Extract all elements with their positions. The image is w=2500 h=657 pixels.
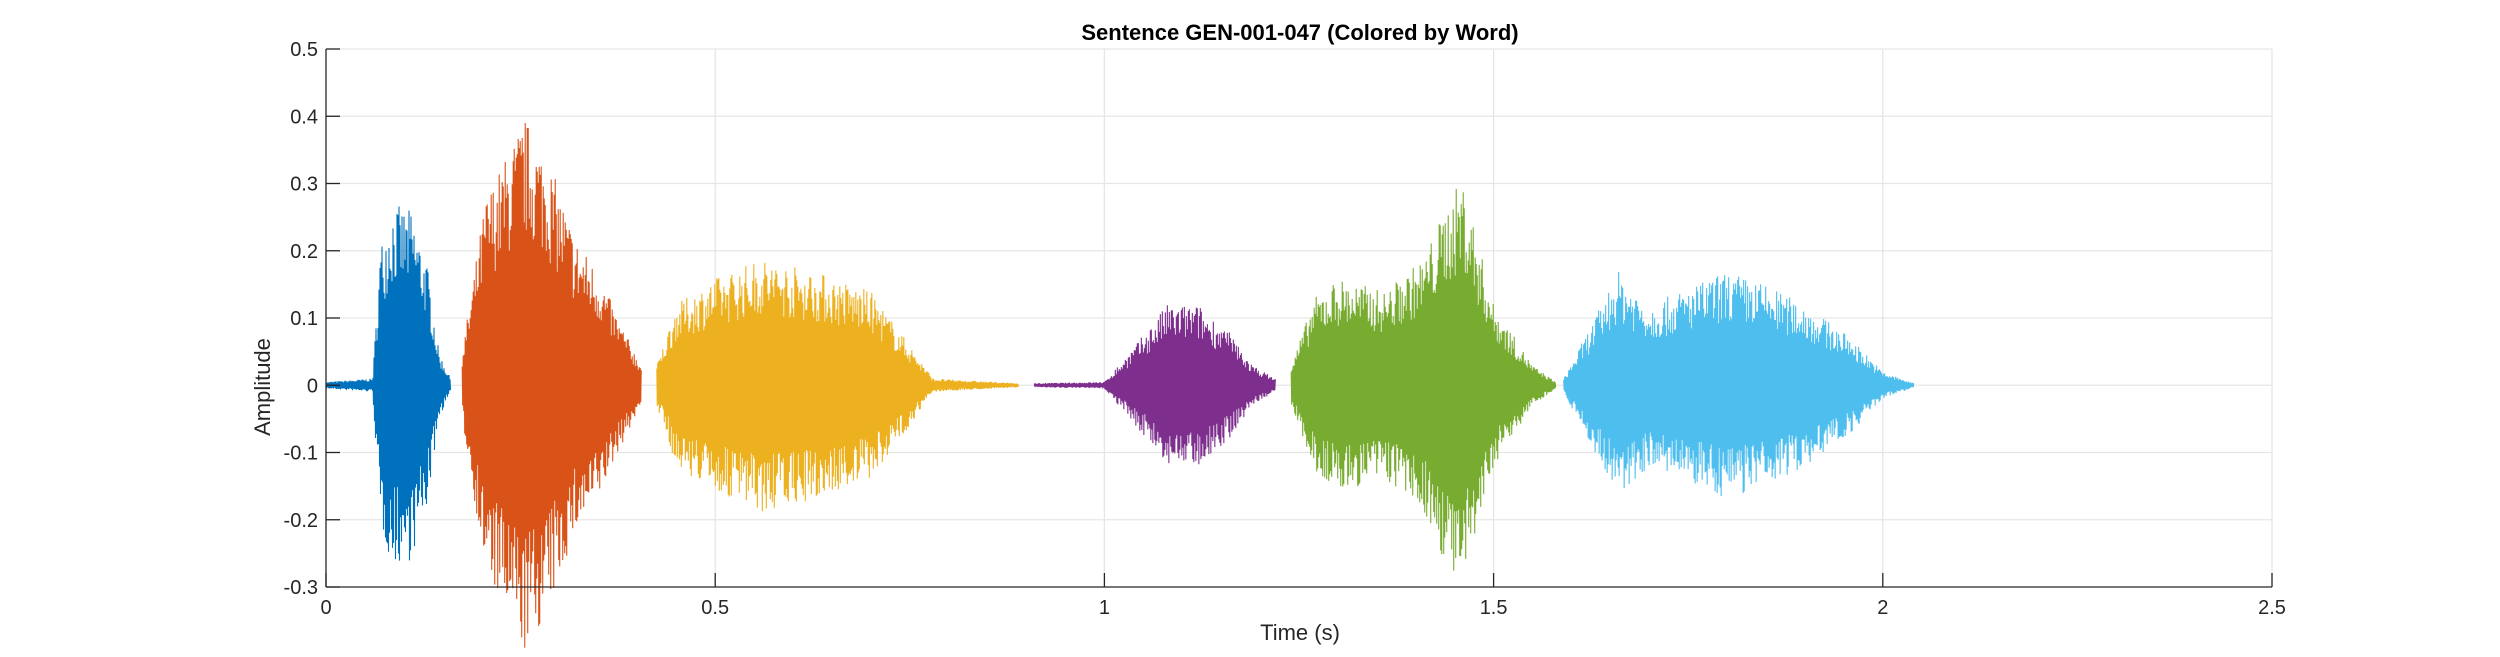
y-tick-label: 0.5	[290, 39, 318, 61]
y-tick-label: 0.2	[290, 241, 318, 263]
y-tick-label: -0.2	[284, 510, 318, 532]
grid	[326, 48, 2273, 587]
y-tick-label: -0.3	[284, 577, 318, 599]
waveform-series-2	[461, 122, 642, 648]
y-tick-label: 0.1	[290, 308, 318, 330]
x-tick-label: 2.5	[2258, 597, 2286, 619]
x-tick-label: 0	[320, 597, 331, 619]
waveform-series-5	[1290, 188, 1557, 571]
axes	[325, 48, 2273, 588]
waveform-series-3	[656, 262, 1019, 512]
series-layer	[325, 122, 1915, 648]
y-axis-label: Amplitude	[250, 338, 275, 436]
x-tick-label: 0.5	[701, 597, 729, 619]
y-tick-label: 0.4	[290, 106, 318, 128]
tick-labels: 0 0.5 1 1.5 2 2.5 -0.3 -0.2 -0.1 0 0.1 0.2 0.3 0.4 0.5	[284, 39, 2286, 619]
y-tick-label: -0.1	[284, 443, 318, 465]
x-tick-label: 1	[1099, 597, 1110, 619]
y-tick-label: 0	[307, 375, 318, 397]
x-axis-label: Time (s)	[1260, 620, 1340, 645]
x-tick-label: 2	[1877, 597, 1888, 619]
waveform-series-4	[1033, 305, 1276, 465]
chart-title: Sentence GEN-001-047 (Colored by Word)	[1081, 20, 1518, 45]
waveform-series-6	[1563, 271, 1915, 497]
y-tick-label: 0.3	[290, 174, 318, 196]
x-tick-label: 1.5	[1480, 597, 1508, 619]
waveform-series-1	[325, 206, 452, 561]
